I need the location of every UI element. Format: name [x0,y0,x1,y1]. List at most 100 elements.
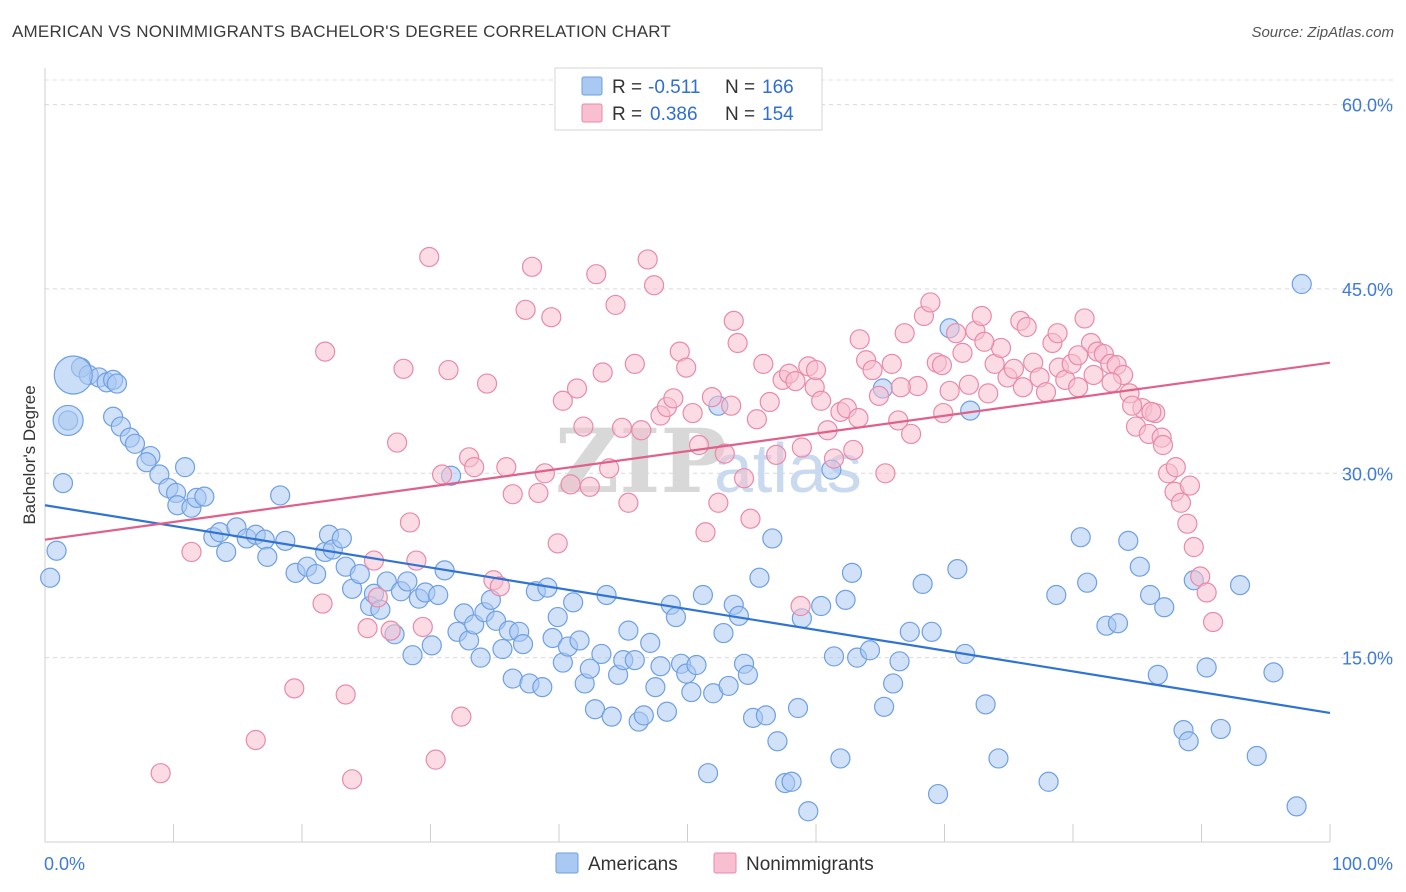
point-american [645,677,666,698]
point-american [601,706,622,727]
point-nonimmigrant [695,522,716,543]
point-american [811,595,832,617]
x-tick-label: 0.0% [44,854,85,874]
point-american [686,654,707,676]
point-american [591,643,612,665]
point-nonimmigrant [862,359,883,381]
legend-bottom: Americans Nonimmigrants [555,852,874,875]
legend-r-value-nonimmigrants: 0.386 [650,104,698,125]
legend-bottom-swatch-nonimmigrants [713,852,737,874]
point-american [532,677,553,698]
point-nonimmigrant [1170,492,1192,513]
point-nonimmigrant [312,593,333,614]
point-nonimmigrant [425,749,446,770]
point-american [624,650,645,671]
legend-r-label-americans: R = [612,77,642,98]
point-american [428,584,449,606]
point-nonimmigrant [534,463,555,484]
point-american [767,731,788,752]
point-nonimmigrant [611,417,633,438]
point-american [106,373,128,394]
point-american [921,621,942,642]
point-nonimmigrant [367,587,388,608]
series-americans [40,273,1312,822]
point-nonimmigrant [476,373,498,394]
legend-r-value-americans: -0.511 [648,77,700,98]
y-tick-labels: 15.0% 30.0% 45.0% 60.0% [1342,96,1393,669]
point-nonimmigrant [1179,475,1201,496]
point-nonimmigrant [489,576,510,597]
point-nonimmigrant [1183,536,1204,558]
point-american [579,658,600,679]
point-american [787,697,809,719]
source-label: Source: ZipAtlas.com [1251,24,1394,41]
point-american [270,485,291,506]
trend-lines [44,361,1331,715]
point-nonimmigrant [759,391,780,413]
point-american [1286,796,1307,817]
point-nonimmigrant [1177,513,1198,534]
y-tick-label: 15.0% [1342,649,1393,669]
point-nonimmigrant [753,353,774,375]
point-american [1129,556,1150,577]
point-american [755,705,776,726]
point-nonimmigrant [284,678,305,699]
point-nonimmigrant [790,595,811,617]
point-nonimmigrant [971,305,992,327]
point-nonimmigrant [723,310,744,331]
point-nonimmigrant [552,390,573,411]
x-tick-labels: 0.0% 100.0% [44,854,1393,874]
legend-n-label-nonimmigrants: N = [725,104,755,125]
point-american [713,622,734,644]
legend-bottom-label-americans: Americans [588,854,678,875]
y-tick-label: 30.0% [1342,464,1393,484]
point-american [257,546,278,567]
point-american [563,592,584,613]
point-nonimmigrant [1101,372,1122,393]
point-nonimmigrant [496,457,517,478]
point-nonimmigrant [315,341,336,362]
point-american [542,627,563,649]
series-nonimmigrants [150,246,1224,790]
point-nonimmigrant [1122,395,1143,416]
point-american [502,668,523,689]
point-nonimmigrant [900,423,922,445]
point-american [421,635,442,656]
point-american [835,589,856,610]
point-american [512,634,534,655]
point-american [975,694,996,715]
point-nonimmigrant [978,383,999,404]
point-american [781,771,802,792]
point-nonimmigrant [849,329,870,350]
legend-bottom-label-nonimmigrants: Nonimmigrants [746,854,874,875]
point-american [40,567,61,588]
chart-title: AMERICAN VS NONIMMIGRANTS BACHELOR'S DEG… [12,22,672,41]
point-nonimmigrant [811,390,832,411]
point-nonimmigrant [335,684,356,705]
point-american [1038,771,1059,792]
point-american [397,571,418,592]
point-american [1107,613,1129,634]
point-american [823,646,845,667]
point-american [470,647,491,668]
point-nonimmigrant [1012,377,1033,398]
point-nonimmigrant [952,342,973,363]
point-american [1246,745,1267,767]
point-nonimmigrant [805,359,827,381]
point-nonimmigrant [682,402,703,424]
point-nonimmigrant [618,492,639,513]
point-nonimmigrant [746,409,767,430]
point-nonimmigrant [637,249,658,270]
point-american [402,645,423,666]
point-nonimmigrant [605,294,626,316]
point-nonimmigrant [1035,382,1057,403]
point-american [275,530,296,551]
point-nonimmigrant [624,353,645,375]
point-nonimmigrant [1003,358,1024,379]
point-american [46,540,67,561]
point-american [912,573,933,595]
point-american [830,748,851,769]
point-nonimmigrant [399,512,421,533]
point-american [665,606,687,628]
